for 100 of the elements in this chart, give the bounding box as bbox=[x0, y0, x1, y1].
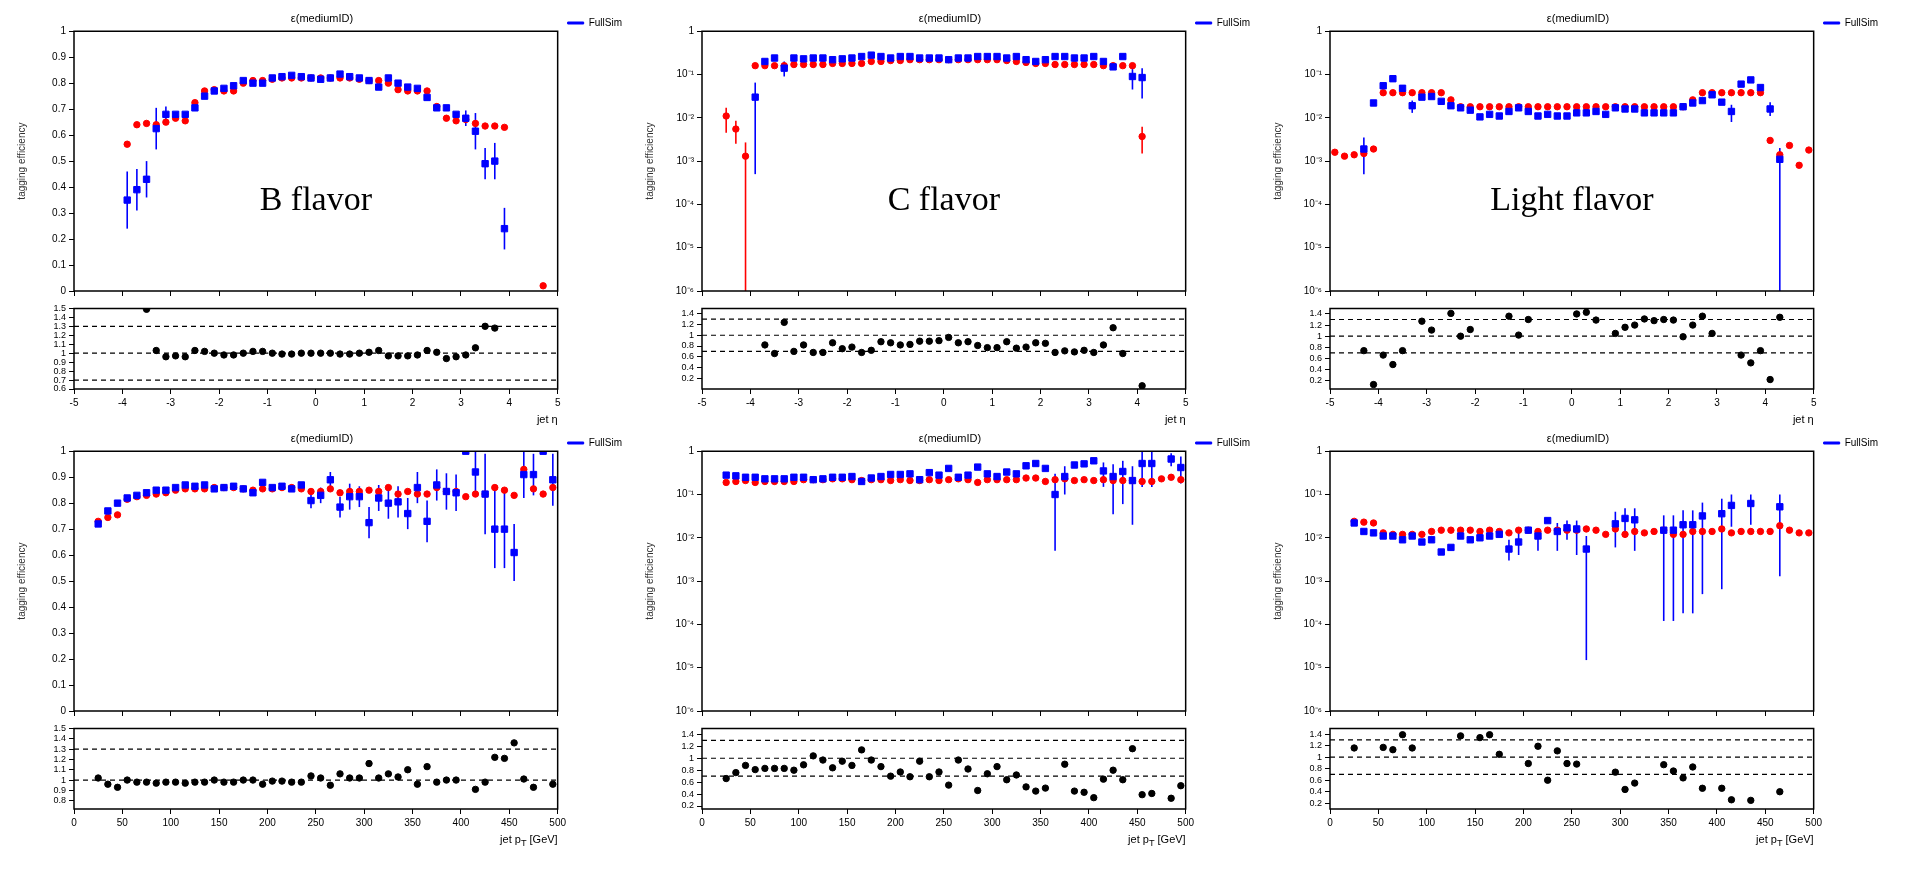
x-tick-label: -5 bbox=[1325, 396, 1335, 408]
x-tick-label: 0 bbox=[699, 816, 706, 828]
x-axis-title: jet p$_{T}$ [GeV] bbox=[498, 832, 559, 849]
y-tick-label: 10⁻² bbox=[1304, 531, 1323, 543]
x-tick-label: 3 bbox=[1714, 396, 1721, 408]
x-tick-label: 0 bbox=[941, 396, 948, 408]
x-tick-label: -2 bbox=[1470, 396, 1480, 408]
x-axis-title: jet η bbox=[535, 412, 559, 427]
x-tick-label: 300 bbox=[1611, 816, 1629, 828]
y-axis-title: tagging efficiency bbox=[1271, 542, 1283, 620]
y-tick-label: 0.5 bbox=[52, 574, 67, 586]
y-tick-label: 0.8 bbox=[52, 76, 67, 88]
x-tick-label: 200 bbox=[887, 816, 905, 828]
y-tick-label: 0.4 bbox=[52, 180, 67, 192]
x-axis-title: jet p$_{T}$ [GeV] bbox=[1126, 832, 1187, 849]
x-tick-label: -3 bbox=[166, 396, 176, 408]
x-tick-label: 250 bbox=[307, 816, 325, 828]
y-tick-label: 1.2 bbox=[1309, 319, 1322, 330]
y-tick-label: 1.4 bbox=[681, 308, 694, 319]
x-tick-label: 500 bbox=[1805, 816, 1823, 828]
y-tick-label: 0.6 bbox=[681, 351, 694, 362]
y-tick-label: 10⁻⁴ bbox=[675, 618, 694, 630]
y-tick-label: 1.4 bbox=[1309, 308, 1322, 319]
y-tick-label: 0.3 bbox=[52, 626, 67, 638]
y-tick-label: 1 bbox=[688, 24, 695, 36]
y-tick-label: 0.2 bbox=[1309, 375, 1322, 386]
y-tick-label: 10⁻³ bbox=[676, 574, 695, 586]
y-tick-label: 0.6 bbox=[53, 383, 66, 394]
x-tick-label: 0 bbox=[1569, 396, 1576, 408]
x-tick-label: 400 bbox=[452, 816, 470, 828]
y-tick-label: 1.4 bbox=[681, 728, 694, 739]
x-tick-label: 0 bbox=[71, 816, 78, 828]
y-tick-label: 10⁻² bbox=[676, 111, 695, 123]
x-tick-label: 50 bbox=[116, 816, 129, 828]
y-axis-title: tagging efficiency bbox=[1271, 122, 1283, 200]
y-tick-label: 0.4 bbox=[681, 788, 694, 799]
y-tick-label: 1 bbox=[688, 444, 695, 456]
y-tick-label: 0.6 bbox=[1309, 774, 1322, 785]
y-tick-label: 0.5 bbox=[52, 154, 67, 166]
chart-title: ε(mediumID) bbox=[290, 431, 354, 444]
y-tick-label: 1.4 bbox=[53, 311, 66, 322]
y-tick-label: 0 bbox=[60, 704, 67, 716]
x-tick-label: -4 bbox=[117, 396, 128, 408]
y-tick-label: 10⁻⁵ bbox=[675, 661, 694, 673]
x-tick-label: 2 bbox=[409, 396, 416, 408]
legend-label: FullSim bbox=[588, 16, 623, 28]
y-tick-label: 1.5 bbox=[53, 722, 66, 733]
x-tick-label: 3 bbox=[458, 396, 465, 408]
y-tick-label: 1.1 bbox=[53, 764, 66, 775]
y-tick-label: 0.2 bbox=[52, 232, 67, 244]
y-tick-label: 0.9 bbox=[53, 356, 66, 367]
x-tick-label: -4 bbox=[1373, 396, 1384, 408]
legend-label: FullSim bbox=[1844, 16, 1879, 28]
x-tick-label: 100 bbox=[1418, 816, 1436, 828]
y-axis-title: tagging efficiency bbox=[643, 122, 655, 200]
y-tick-label: 1 bbox=[60, 774, 66, 785]
y-axis-title: tagging efficiency bbox=[643, 542, 655, 620]
x-tick-label: 50 bbox=[1372, 816, 1385, 828]
y-tick-label: 0.4 bbox=[52, 600, 67, 612]
y-tick-label: 1.5 bbox=[53, 302, 66, 313]
y-axis-title: tagging efficiency bbox=[15, 542, 27, 620]
chart-title: ε(mediumID) bbox=[1546, 11, 1610, 24]
x-tick-label: -5 bbox=[69, 396, 79, 408]
y-tick-label: 1.2 bbox=[53, 753, 66, 764]
annotation: Light flavor bbox=[1490, 180, 1655, 218]
y-tick-label: 1 bbox=[1316, 751, 1322, 762]
y-tick-label: 10⁻³ bbox=[676, 154, 695, 166]
x-tick-label: 1 bbox=[361, 396, 368, 408]
y-tick-label: 0.8 bbox=[1309, 763, 1322, 774]
y-tick-label: 0.9 bbox=[52, 470, 67, 482]
legend-label: FullSim bbox=[1216, 16, 1251, 28]
x-tick-label: 450 bbox=[1756, 816, 1775, 828]
x-tick-label: -3 bbox=[794, 396, 804, 408]
x-tick-label: -1 bbox=[263, 396, 273, 408]
y-tick-label: 0.6 bbox=[681, 776, 694, 787]
x-tick-label: 150 bbox=[210, 816, 228, 828]
y-tick-label: 0 bbox=[60, 284, 67, 296]
x-tick-label: 350 bbox=[404, 816, 422, 828]
x-tick-label: 0 bbox=[313, 396, 320, 408]
chart-title: ε(mediumID) bbox=[918, 431, 982, 444]
y-tick-label: 1 bbox=[60, 444, 67, 456]
y-tick-label: 1 bbox=[60, 24, 67, 36]
x-tick-label: 500 bbox=[549, 816, 567, 828]
x-tick-label: 150 bbox=[838, 816, 856, 828]
x-tick-label: 450 bbox=[1128, 816, 1147, 828]
chart-title: ε(mediumID) bbox=[1546, 431, 1610, 444]
y-tick-label: 10⁻⁴ bbox=[1303, 198, 1322, 210]
x-tick-label: -1 bbox=[891, 396, 901, 408]
y-tick-label: 0.4 bbox=[681, 361, 694, 372]
y-tick-label: 10⁻¹ bbox=[676, 68, 695, 80]
y-tick-label: 0.4 bbox=[1309, 786, 1322, 797]
y-tick-label: 10⁻⁶ bbox=[1303, 284, 1322, 296]
y-tick-label: 0.8 bbox=[53, 795, 66, 806]
y-tick-label: 0.2 bbox=[681, 800, 694, 811]
y-tick-label: 1.3 bbox=[53, 320, 66, 331]
x-tick-label: 5 bbox=[554, 396, 561, 408]
x-tick-label: 0 bbox=[1327, 816, 1334, 828]
x-tick-label: -1 bbox=[1519, 396, 1529, 408]
x-tick-label: 200 bbox=[1515, 816, 1533, 828]
x-tick-label: 450 bbox=[500, 816, 519, 828]
